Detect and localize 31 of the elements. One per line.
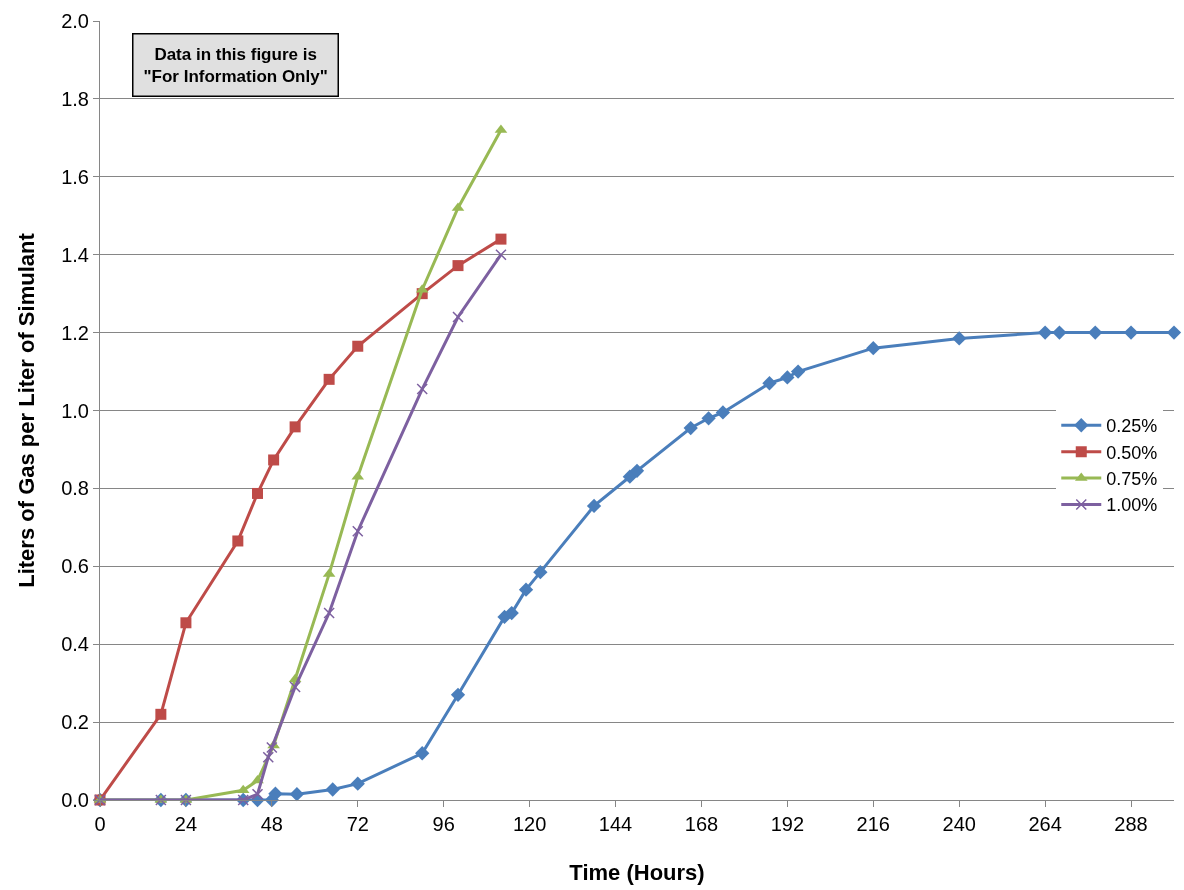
- y-tick-label: 1.0: [61, 399, 89, 422]
- x-tick-label: 48: [260, 813, 283, 835]
- x-tick-label: 0: [94, 813, 106, 835]
- y-tick-label: 0.4: [61, 633, 89, 656]
- x-tick-label: 216: [856, 813, 890, 835]
- y-axis-title: Liters of Gas per Liter of Simulant: [13, 232, 39, 588]
- x-tick-label: 96: [432, 813, 455, 835]
- x-tick-label: 72: [346, 813, 369, 835]
- legend-label: 0.75%: [1106, 469, 1158, 490]
- legend-label: 1.00%: [1106, 495, 1158, 516]
- x-tick-label: 24: [174, 813, 198, 835]
- y-tick-label: 2.0: [61, 10, 89, 32]
- x-tick-label: 120: [512, 813, 547, 835]
- y-tick-label: 1.2: [61, 321, 89, 344]
- x-tick-label: 288: [1114, 813, 1148, 835]
- x-axis-title: Time (Hours): [569, 859, 705, 885]
- annotation: Data in this figure is "For Information Only": [143, 44, 328, 86]
- y-tick-label: 0.2: [61, 711, 89, 734]
- x-tick-label: 264: [1028, 813, 1062, 835]
- y-tick-label: 0.8: [61, 477, 89, 500]
- x-tick-label: 240: [942, 813, 976, 835]
- x-tick-label: 192: [770, 813, 805, 835]
- y-tick-label: 1.4: [61, 243, 89, 266]
- y-tick-label: 1.8: [61, 87, 89, 110]
- legend-label: 0.50%: [1106, 442, 1158, 463]
- y-tick-label: 0.0: [61, 789, 89, 811]
- x-tick-label: 168: [684, 813, 719, 835]
- y-tick-label: 1.6: [61, 165, 89, 188]
- x-tick-label: 144: [598, 813, 633, 835]
- y-tick-label: 0.6: [61, 555, 89, 578]
- legend-label: 0.25%: [1106, 416, 1158, 437]
